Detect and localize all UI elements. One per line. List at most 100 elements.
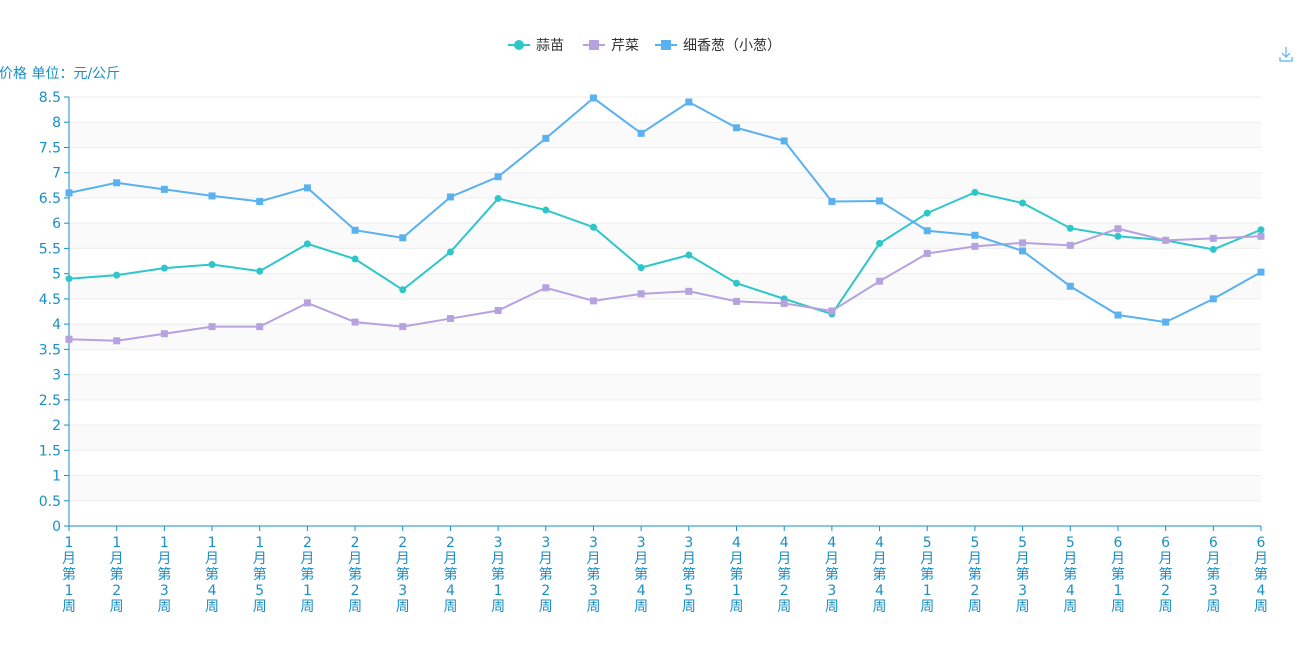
data-point[interactable] [303,240,311,248]
data-point[interactable] [589,223,597,231]
data-point[interactable] [971,242,979,250]
data-point[interactable] [923,249,931,257]
data-point[interactable] [542,134,550,142]
legend-item[interactable]: 芹菜 [583,38,639,54]
data-point[interactable] [494,306,502,314]
data-point[interactable] [923,227,931,235]
y-tick-labels: 0 0.5 1 1.5 2 2.5 3 3.5 4 4.5 5 5.5 6 6.5 7 7.5 8 8.5 [39,90,61,535]
grid-lines [69,96,1261,527]
data-point[interactable] [1209,234,1217,242]
x-tick-label: 5 月第 3 周 [1016,535,1030,615]
data-point[interactable] [876,197,884,205]
data-point[interactable] [160,185,168,193]
data-point[interactable] [1114,232,1122,240]
x-tick-label: 4 月第 4 周 [873,535,887,615]
data-point[interactable] [685,251,693,259]
data-point[interactable] [65,275,73,283]
data-point[interactable] [399,323,407,331]
data-point[interactable] [113,179,121,187]
data-point[interactable] [637,129,645,137]
data-point[interactable] [971,231,979,239]
data-point[interactable] [1257,226,1265,234]
data-point[interactable] [1209,295,1217,303]
data-point[interactable] [351,255,359,263]
data-point[interactable] [1019,247,1027,255]
data-point[interactable] [828,197,836,205]
data-point[interactable] [1066,241,1074,249]
grid-band [69,172,1261,198]
data-point[interactable] [351,226,359,234]
data-point[interactable] [1114,311,1122,319]
series-line [68,96,1262,324]
data-point[interactable] [780,137,788,145]
download-icon[interactable] [1279,47,1293,62]
data-point[interactable] [208,192,216,200]
y-tick-label: 2 [52,418,61,434]
data-point[interactable] [303,184,311,192]
data-point[interactable] [971,188,979,196]
axes [64,96,1262,531]
y-tick-label: 2.5 [39,393,61,409]
data-point[interactable] [1257,268,1265,276]
y-tick-label: 4 [52,317,61,333]
data-point[interactable] [446,193,454,201]
data-point[interactable] [399,234,407,242]
data-point[interactable] [1019,199,1027,207]
data-point[interactable] [589,94,597,102]
data-point[interactable] [542,206,550,214]
data-point[interactable] [780,299,788,307]
data-point[interactable] [303,299,311,307]
data-point[interactable] [446,248,454,256]
data-point[interactable] [65,189,73,197]
data-point[interactable] [113,337,121,345]
legend-item[interactable]: 蒜苗 [508,38,564,54]
data-point[interactable] [1209,245,1217,253]
data-point[interactable] [351,318,359,326]
data-point[interactable] [828,307,836,315]
x-tick-label: 5 月第 2 周 [968,535,982,615]
data-point[interactable] [1066,224,1074,232]
data-point[interactable] [256,323,264,331]
data-point[interactable] [733,297,741,305]
data-point[interactable] [542,284,550,292]
data-point[interactable] [685,98,693,106]
data-point[interactable] [685,287,693,295]
data-point[interactable] [1257,232,1265,240]
data-point[interactable] [923,209,931,217]
data-point[interactable] [160,330,168,338]
data-point[interactable] [876,277,884,285]
data-point[interactable] [637,264,645,272]
data-point[interactable] [446,315,454,323]
y-tick-label: 7 [52,166,61,182]
data-point[interactable] [113,271,121,279]
data-point[interactable] [256,197,264,205]
data-point[interactable] [1162,236,1170,244]
series-lines [65,94,1265,345]
data-point[interactable] [65,335,73,343]
data-point[interactable] [733,124,741,132]
data-point[interactable] [1019,239,1027,247]
data-point[interactable] [494,194,502,202]
grid-band [69,324,1261,350]
x-tick-label: 2 月第 3 周 [396,535,410,615]
data-point[interactable] [208,261,216,269]
data-point[interactable] [208,323,216,331]
data-point[interactable] [733,279,741,287]
data-point[interactable] [494,173,502,181]
legend-item[interactable]: 细香葱（小葱） [655,38,781,54]
data-point[interactable] [256,267,264,275]
data-point[interactable] [1162,318,1170,326]
data-point[interactable] [589,297,597,305]
series-line [68,227,1262,342]
data-point[interactable] [1066,282,1074,290]
x-tick-label: 3 月第 5 周 [682,535,696,615]
data-point[interactable] [637,290,645,298]
y-tick-label: 1 [52,469,61,485]
data-point[interactable] [1114,225,1122,233]
series-0 [65,188,1265,318]
data-point[interactable] [876,239,884,247]
legend[interactable]: 蒜苗 芹菜 细香葱（小葱） [508,38,781,54]
data-point[interactable] [399,286,407,294]
data-point[interactable] [160,264,168,272]
